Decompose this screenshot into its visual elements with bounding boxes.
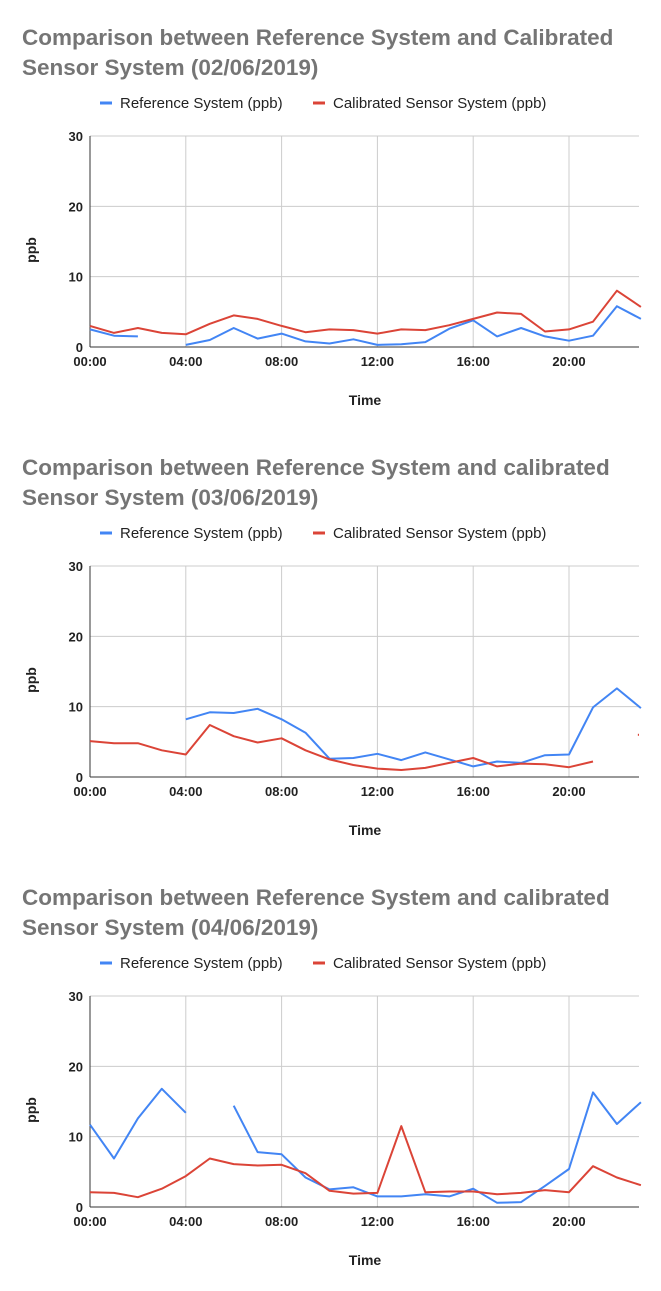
legend-label-calibrated: Calibrated Sensor System (ppb)	[333, 525, 546, 542]
x-tick-label: 16:00	[457, 354, 490, 369]
chart-title-line-1: Comparison between Reference System and …	[22, 25, 613, 50]
chart-1: Comparison between Reference System and …	[0, 0, 661, 430]
series-line	[89, 289, 642, 336]
x-tick-label: 20:00	[552, 1214, 585, 1229]
x-tick-label: 04:00	[169, 784, 202, 799]
legend-label-reference: Reference System (ppb)	[120, 95, 283, 112]
chart-title-line-2: Sensor System (04/06/2019)	[22, 915, 318, 940]
series-line	[185, 687, 642, 768]
x-tick-label: 08:00	[265, 1214, 298, 1229]
x-tick-label: 20:00	[552, 784, 585, 799]
legend-label-reference: Reference System (ppb)	[120, 955, 283, 972]
chart-svg: Comparison between Reference System and …	[22, 25, 642, 408]
series-line	[185, 305, 642, 346]
y-tick-label: 30	[69, 559, 83, 574]
x-tick-label: 08:00	[265, 354, 298, 369]
series-calibrated	[89, 724, 639, 771]
series-line	[89, 328, 138, 338]
series-line	[89, 724, 594, 771]
x-tick-label: 00:00	[73, 784, 106, 799]
x-axis-label: Time	[349, 392, 382, 408]
chart-title-line-2: Sensor System (03/06/2019)	[22, 485, 318, 510]
y-tick-label: 10	[69, 700, 83, 715]
chart-title-line-1: Comparison between Reference System and …	[22, 885, 610, 910]
x-tick-label: 16:00	[457, 784, 490, 799]
series-reference	[89, 1087, 642, 1204]
y-tick-label: 0	[76, 1200, 83, 1215]
y-tick-label: 20	[69, 199, 83, 214]
y-axis-label: ppb	[23, 237, 39, 263]
x-tick-label: 16:00	[457, 1214, 490, 1229]
legend-label-reference: Reference System (ppb)	[120, 525, 283, 542]
y-axis-label: ppb	[23, 1097, 39, 1123]
x-axis-label: Time	[349, 822, 382, 838]
chart-2: Comparison between Reference System and …	[0, 430, 661, 860]
series-line	[89, 1087, 187, 1160]
x-tick-label: 20:00	[552, 354, 585, 369]
x-tick-label: 12:00	[361, 1214, 394, 1229]
y-tick-label: 10	[69, 1130, 83, 1145]
series-calibrated	[89, 1125, 642, 1199]
y-tick-label: 30	[69, 129, 83, 144]
legend-label-calibrated: Calibrated Sensor System (ppb)	[333, 95, 546, 112]
x-tick-label: 12:00	[361, 784, 394, 799]
chart-svg: Comparison between Reference System and …	[22, 885, 642, 1268]
series-reference	[185, 687, 642, 768]
x-tick-label: 00:00	[73, 1214, 106, 1229]
chart-3: Comparison between Reference System and …	[0, 860, 661, 1290]
x-tick-label: 04:00	[169, 1214, 202, 1229]
series-reference	[89, 305, 642, 346]
x-tick-label: 00:00	[73, 354, 106, 369]
y-tick-label: 0	[76, 340, 83, 355]
y-tick-label: 20	[69, 629, 83, 644]
y-axis-label: ppb	[23, 667, 39, 693]
chart-title-line-1: Comparison between Reference System and …	[22, 455, 610, 480]
y-tick-label: 10	[69, 270, 83, 285]
y-tick-label: 20	[69, 1059, 83, 1074]
chart-svg: Comparison between Reference System and …	[22, 455, 642, 838]
x-tick-label: 12:00	[361, 354, 394, 369]
series-line	[232, 1091, 642, 1204]
x-tick-label: 08:00	[265, 784, 298, 799]
chart-title-line-2: Sensor System (02/06/2019)	[22, 55, 318, 80]
y-tick-label: 30	[69, 989, 83, 1004]
series-line	[89, 1125, 642, 1199]
legend-label-calibrated: Calibrated Sensor System (ppb)	[333, 955, 546, 972]
x-axis-label: Time	[349, 1252, 382, 1268]
x-tick-label: 04:00	[169, 354, 202, 369]
series-calibrated	[89, 289, 642, 336]
y-tick-label: 0	[76, 770, 83, 785]
